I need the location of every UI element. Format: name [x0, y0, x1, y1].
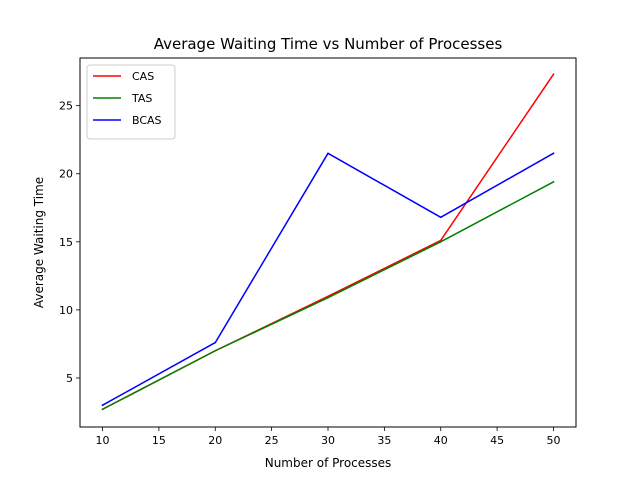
- data-point-bcas: [439, 216, 442, 219]
- x-tick-label: 15: [152, 434, 166, 447]
- data-point-tas: [214, 349, 217, 352]
- chart-title: Average Waiting Time vs Number of Proces…: [154, 35, 503, 53]
- x-tick-label: 35: [377, 434, 391, 447]
- x-tick-label: 50: [546, 434, 560, 447]
- data-point-cas: [552, 73, 555, 76]
- legend: CAS TAS BCAS: [86, 64, 176, 140]
- y-tick-label: 15: [59, 236, 73, 249]
- data-point-bcas: [552, 152, 555, 155]
- x-axis: 10 15 20 25 30 35 40 45 50: [96, 427, 560, 447]
- y-tick-label: 20: [59, 168, 73, 181]
- x-tick-label: 40: [434, 434, 448, 447]
- legend-label-bcas: BCAS: [132, 114, 162, 127]
- y-axis: 5 10 15 20 25: [59, 100, 80, 385]
- y-axis-label: Average Waiting Time: [32, 177, 46, 308]
- data-point-tas: [439, 241, 442, 243]
- data-point-bcas: [101, 404, 104, 407]
- series-layer: [101, 73, 555, 411]
- data-point-bcas: [214, 341, 217, 344]
- y-tick-label: 10: [59, 304, 73, 317]
- x-tick-label: 20: [208, 434, 222, 447]
- data-point-tas: [101, 408, 104, 411]
- legend-label-cas: CAS: [132, 70, 154, 83]
- x-tick-label: 30: [321, 434, 335, 447]
- x-axis-label: Number of Processes: [265, 456, 392, 470]
- data-point-bcas: [327, 152, 329, 155]
- data-point-tas: [552, 181, 555, 183]
- data-point-tas: [327, 296, 329, 299]
- x-tick-label: 45: [490, 434, 504, 447]
- x-tick-label: 10: [96, 434, 110, 447]
- y-tick-label: 5: [66, 372, 73, 385]
- y-tick-label: 25: [59, 100, 73, 113]
- x-tick-label: 25: [265, 434, 279, 447]
- legend-label-tas: TAS: [131, 92, 152, 105]
